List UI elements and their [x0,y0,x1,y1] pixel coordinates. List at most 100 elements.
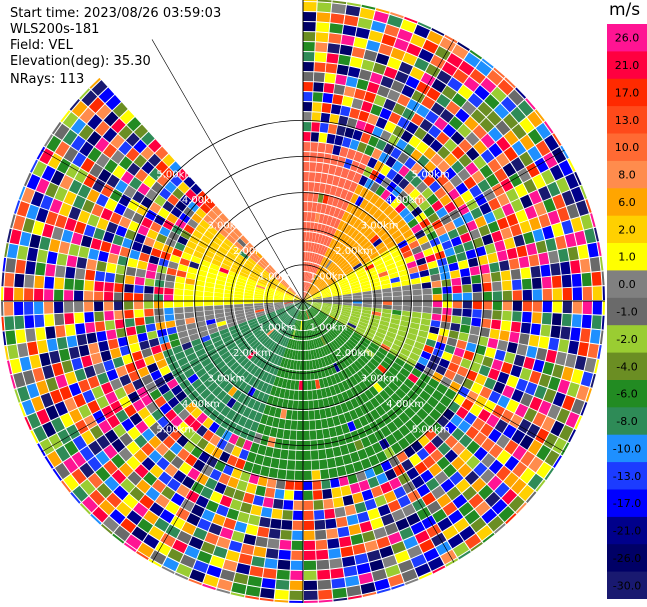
ray-gate [368,30,384,43]
ray-gate [439,395,452,408]
ray-gate [359,415,369,427]
ray-gate [344,355,354,365]
ray-gate [404,170,417,183]
ray-gate [255,308,265,313]
ray-gate [174,288,184,296]
ray-gate [254,303,264,306]
ray-gate [269,316,279,323]
ray-gate [417,22,432,30]
ray-gate [185,490,200,503]
ray-gate [122,237,134,249]
ray-gate [155,160,169,174]
ray-gate [534,109,545,122]
ray-gate [104,429,119,444]
ray-gate [56,253,68,266]
ray-gate [148,337,160,348]
ray-gate [215,426,226,438]
ray-gate [112,533,125,544]
ray-gate [242,407,252,418]
ray-gate [350,229,360,239]
ray-gate [160,533,176,548]
ray-gate [264,297,274,300]
ray-gate [365,400,375,412]
ray-gate [276,569,290,580]
ray-gate [488,459,504,475]
ray-gate [372,304,382,309]
range-ring-label: 2.00km [233,348,271,359]
ray-gate [560,442,570,456]
ray-gate [479,264,490,274]
ray-gate [462,292,472,301]
ray-gate [296,430,303,440]
ray-gate [194,290,204,297]
ray-gate [231,348,242,358]
ray-gate [364,540,379,552]
ray-gate [340,222,349,233]
ray-gate [487,475,503,491]
ray-gate [314,277,322,286]
ray-gate [561,190,575,206]
ray-gate [311,305,321,310]
ray-gate [326,355,333,365]
ray-gate [303,292,304,301]
ray-gate [213,254,224,263]
ray-gate [436,131,450,145]
ray-gate [124,318,135,328]
ray-gate [266,362,274,373]
ray-gate [353,37,368,49]
ray-gate [482,309,492,319]
ray-gate [536,444,551,461]
ray-gate [340,189,349,200]
ray-gate [211,447,223,459]
ray-gate [71,451,87,468]
ray-gate [270,354,278,364]
ray-gate [71,135,86,151]
ray-gate [523,356,535,370]
ray-gate [266,416,274,427]
ray-gate [319,459,328,470]
ray-gate [62,129,78,146]
ray-gate [316,12,331,23]
ray-gate [265,373,273,384]
ray-gate [328,330,336,339]
ray-gate [485,491,501,508]
colorbar-swatch [607,571,647,599]
ray-gate [253,355,262,365]
ray-gate [274,294,284,298]
ray-gate [331,327,340,336]
ray-gate [315,278,323,287]
ray-gate [354,247,364,257]
ray-gate [184,289,194,296]
ray-gate [317,142,326,153]
ray-gate [230,328,240,335]
ray-gate [148,558,162,568]
ray-gate [188,536,204,550]
ray-gate [500,270,511,281]
ray-gate [366,81,380,94]
ray-gate [326,53,339,64]
ray-gate [14,273,25,288]
ray-gate [85,269,96,281]
ray-gate [342,454,353,465]
ray-gate [558,248,569,262]
ray-gate [204,286,214,293]
ray-gate [60,413,74,428]
ray-gate [347,421,357,432]
ray-gate [497,217,509,230]
ray-gate [186,513,201,527]
ray-gate [395,219,407,230]
colorbar-swatch [607,489,647,518]
ray-gate [526,491,537,503]
ray-gate [543,152,558,169]
ray-gate [326,261,334,270]
ray-gate [456,366,469,377]
ray-gate [237,254,247,263]
ray-gate [319,268,327,277]
ray-gate [342,304,352,308]
ray-gate [275,272,283,280]
ray-gate [303,301,309,308]
ray-gate [265,384,273,395]
ray-gate [296,301,303,308]
ray-gate [294,298,303,301]
ray-gate [54,401,68,416]
